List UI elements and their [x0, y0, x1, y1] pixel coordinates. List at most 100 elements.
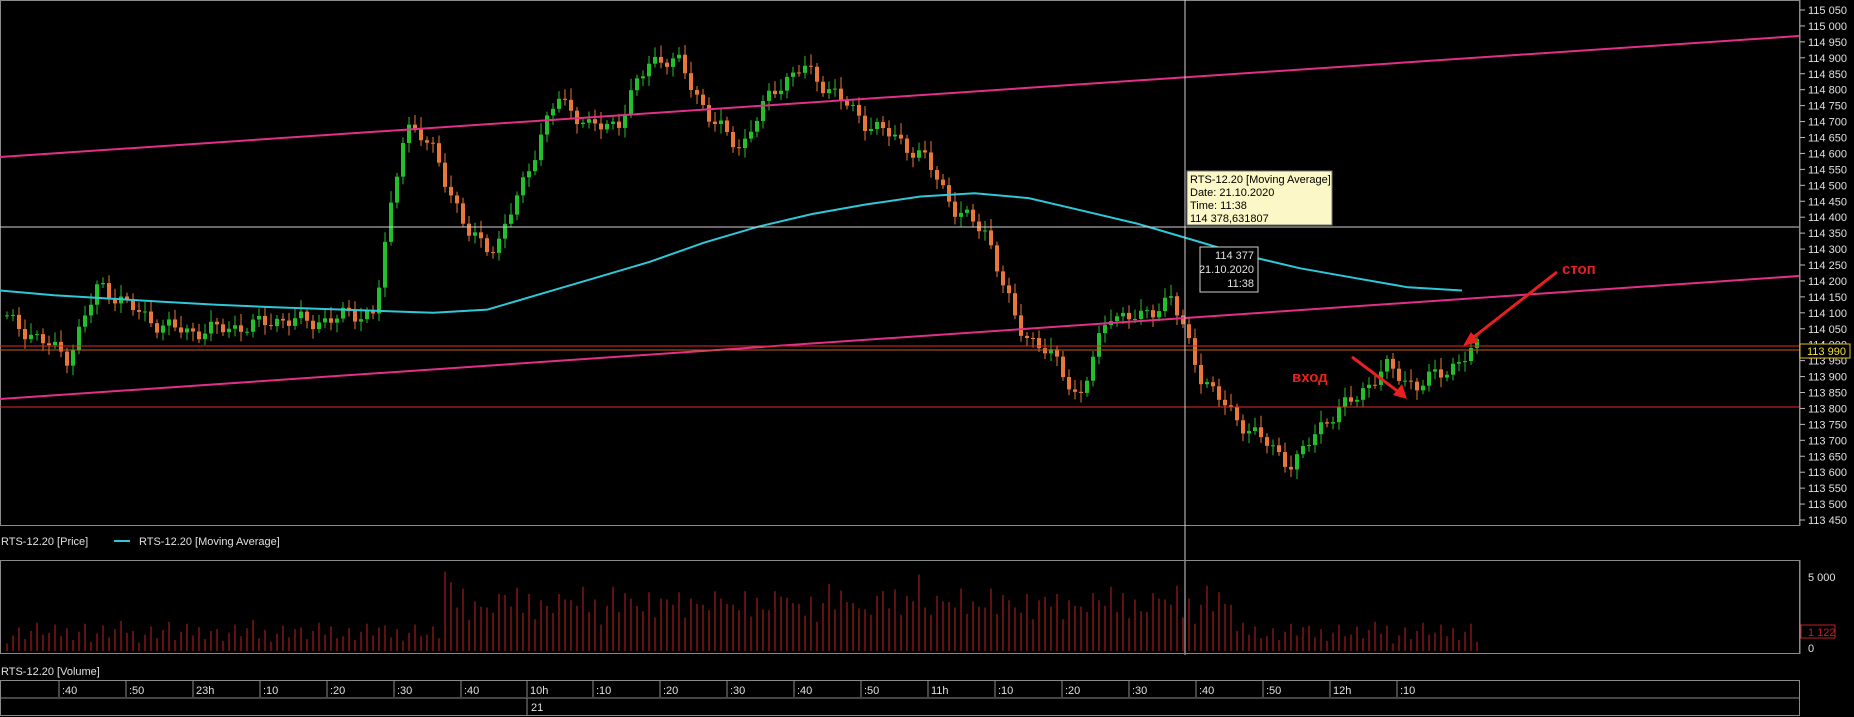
- candle-body: [599, 123, 603, 130]
- candle-body: [905, 138, 909, 153]
- candle-body: [761, 100, 765, 121]
- crosshair-price: 114 377: [1215, 250, 1254, 262]
- channel-lower-line[interactable]: [0, 275, 1800, 400]
- time-tick-label: :30: [1132, 685, 1147, 697]
- price-panel[interactable]: [0, 0, 1800, 526]
- price-tick-label: 113 500: [1808, 499, 1847, 511]
- candle-body: [989, 230, 993, 246]
- candle-body: [857, 104, 861, 116]
- candle-body: [1385, 358, 1389, 372]
- candle-body: [659, 56, 663, 63]
- candle-body: [1187, 324, 1191, 339]
- candle-body: [509, 214, 513, 224]
- candle-body: [449, 186, 453, 196]
- candle-body: [263, 315, 267, 326]
- candle-body: [851, 104, 855, 106]
- candle-body: [983, 230, 987, 232]
- price-tick-label: 113 700: [1808, 435, 1847, 447]
- price-tick-label: 113 650: [1808, 451, 1847, 463]
- price-tick-label: 113 550: [1808, 483, 1847, 495]
- candle-body: [533, 160, 537, 172]
- candle-body: [1169, 296, 1173, 298]
- candle-body: [491, 252, 495, 254]
- candle-body: [1061, 356, 1065, 378]
- candle-body: [479, 232, 483, 239]
- ma-tooltip-title: RTS-12.20 [Moving Average]: [1190, 174, 1331, 186]
- candle-body: [653, 56, 657, 64]
- candle-body: [1241, 420, 1245, 434]
- candle-body: [383, 241, 387, 288]
- candle-body: [737, 147, 741, 149]
- candle-body: [59, 341, 63, 352]
- candle-body: [1025, 335, 1029, 338]
- candle-body: [683, 54, 687, 74]
- candle-body: [1019, 315, 1023, 336]
- volume-panel[interactable]: [0, 560, 1800, 654]
- time-tick-label: :10: [1400, 685, 1415, 697]
- time-tick-label: :20: [663, 685, 678, 697]
- candle-body: [731, 131, 735, 148]
- candle-body: [185, 328, 189, 333]
- candle-body: [461, 203, 465, 224]
- candle-body: [827, 89, 831, 94]
- candle-body: [17, 314, 21, 330]
- candle-body: [413, 124, 417, 129]
- candle-body: [149, 311, 153, 324]
- candle-body: [1145, 310, 1149, 312]
- candle-body: [1433, 369, 1437, 372]
- candle-body: [749, 131, 753, 139]
- candle-body: [437, 143, 441, 163]
- candle-body: [1457, 362, 1461, 364]
- last-price-label: 113 990: [1807, 346, 1846, 358]
- channel-upper-line[interactable]: [0, 35, 1800, 158]
- candle-body: [1445, 374, 1449, 378]
- candle-body: [1103, 325, 1107, 334]
- candle-body: [725, 120, 729, 132]
- candle-body: [1259, 427, 1263, 438]
- time-tick-label: 12h: [1333, 685, 1351, 697]
- candle-body: [35, 334, 39, 336]
- candle-body: [335, 318, 339, 323]
- entry-arrowhead: [1393, 384, 1407, 399]
- price-tick-label: 114 800: [1808, 85, 1847, 97]
- candle-body: [113, 298, 117, 304]
- price-tick-label: 115 050: [1808, 5, 1847, 17]
- candle-body: [1235, 407, 1239, 421]
- candle-body: [569, 99, 573, 111]
- candle-body: [1451, 363, 1455, 375]
- candle-body: [1247, 430, 1251, 434]
- candle-body: [545, 115, 549, 135]
- candle-body: [1091, 356, 1095, 381]
- candle-body: [797, 72, 801, 74]
- candle-body: [365, 311, 369, 320]
- candle-body: [1337, 406, 1341, 423]
- candle-body: [1211, 382, 1215, 387]
- candle-body: [605, 123, 609, 130]
- candle-body: [1031, 337, 1035, 339]
- price-tick-label: 115 000: [1808, 21, 1847, 33]
- candle-body: [1289, 466, 1293, 470]
- time-tick-label: :50: [864, 685, 879, 697]
- candle-body: [65, 351, 69, 366]
- price-tick-label: 114 650: [1808, 133, 1847, 145]
- candle-body: [941, 179, 945, 186]
- candle-body: [671, 58, 675, 67]
- ma-tooltip-value: 114 378,631807: [1190, 213, 1269, 225]
- candle-body: [551, 108, 555, 116]
- candle-body: [899, 134, 903, 139]
- candle-body: [965, 209, 969, 213]
- candle-body: [665, 62, 669, 67]
- time-tick-label: :50: [1266, 685, 1281, 697]
- candle-body: [869, 129, 873, 131]
- candle-body: [515, 195, 519, 215]
- time-tick-label: :30: [397, 685, 412, 697]
- candle-body: [23, 329, 27, 340]
- candle-body: [833, 88, 837, 90]
- candle-body: [521, 177, 525, 196]
- candle-body: [1397, 368, 1401, 381]
- last-price-box: [1799, 343, 1851, 359]
- candle-body: [995, 245, 999, 272]
- price-axis[interactable]: [1800, 0, 1854, 526]
- candle-body: [179, 327, 183, 333]
